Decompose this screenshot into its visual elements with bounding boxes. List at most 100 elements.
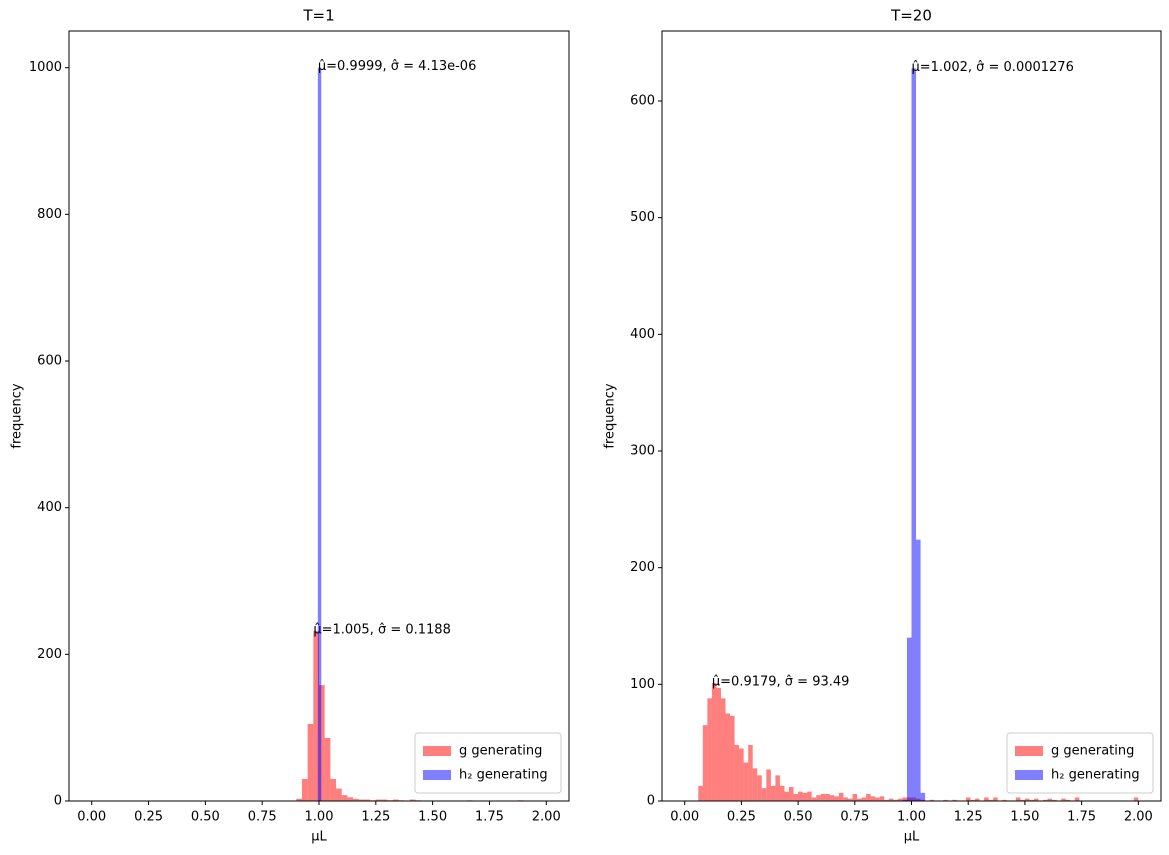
histogram-bar (1052, 799, 1057, 801)
histogram-bar (820, 794, 826, 801)
histogram-bar (1029, 799, 1034, 801)
x-tick-label: 1.50 (418, 810, 447, 825)
histogram-bar (716, 687, 721, 801)
subplot: μ̂=0.9179, σ̂ = 93.49 μ̂=1.002, σ̂ = 0.00… (603, 7, 1162, 845)
histogram-bar (707, 698, 712, 801)
histogram-bar (793, 794, 799, 801)
x-tick-label: 0.50 (784, 810, 813, 825)
histogram-bar (725, 713, 731, 801)
y-tick-label: 200 (37, 647, 62, 662)
y-tick-label: 1000 (29, 60, 62, 75)
histogram-bar (993, 797, 998, 801)
legend-swatch (423, 770, 451, 780)
x-tick-label: 0.25 (134, 810, 163, 825)
histogram-bar (829, 795, 835, 801)
histogram-bar (743, 762, 749, 801)
histogram-bar (307, 724, 314, 801)
histogram-bar (1024, 798, 1030, 801)
histogram-bar (825, 794, 830, 801)
histogram-bar (317, 67, 322, 801)
histogram-bar (965, 797, 971, 801)
histogram-bar (1033, 798, 1039, 801)
histogram-bar (852, 794, 858, 801)
histogram-bar (779, 785, 785, 801)
histogram-bar (766, 769, 771, 801)
histogram-bar (834, 796, 839, 801)
y-tick-label: 400 (630, 327, 655, 342)
histogram-bar (897, 798, 903, 801)
legend-swatch (423, 746, 451, 756)
histogram-bar (296, 798, 302, 801)
histogram-bar (313, 630, 319, 801)
histogram-bar (381, 799, 388, 801)
x-tick-label: 1.25 (954, 810, 983, 825)
x-tick-label: 0.75 (840, 810, 869, 825)
y-tick-label: 200 (630, 560, 655, 575)
x-axis-label: μL (904, 830, 920, 845)
y-tick-label: 600 (37, 354, 62, 369)
legend-box (1006, 732, 1154, 794)
histogram-bar (902, 799, 907, 801)
y-axis-label: frequency (10, 383, 25, 449)
y-tick-label: 500 (630, 210, 655, 225)
histogram-bar (875, 797, 880, 801)
histogram-bar (330, 779, 337, 801)
legend-box (414, 732, 562, 794)
x-tick-label: 1.00 (897, 810, 926, 825)
annotation: μ̂=1.005, σ̂ = 0.1188 (313, 622, 451, 637)
histogram-bar (347, 797, 354, 801)
histogram-bar (1074, 797, 1080, 801)
histogram-bar (789, 787, 794, 801)
histogram-bar (866, 794, 871, 801)
y-axis-label: frequency (603, 383, 618, 449)
histogram-bar (1020, 799, 1025, 801)
histogram-bar (975, 798, 980, 801)
histogram-bar (375, 799, 382, 801)
legend-swatch (1015, 746, 1043, 756)
histogram-bar (984, 797, 989, 801)
histogram-bar (711, 683, 717, 801)
histogram-bar (884, 799, 889, 801)
histogram-bar (843, 797, 848, 801)
x-axis-label: μL (311, 830, 327, 845)
histogram-bar (811, 797, 817, 801)
histogram-bar (392, 799, 399, 801)
x-tick-label: 0.50 (191, 810, 220, 825)
histogram-bar (943, 799, 948, 801)
histogram-bar (748, 745, 753, 801)
legend-label: g generating (459, 744, 542, 759)
histogram-bar (798, 791, 803, 801)
histogram-bar (1047, 798, 1053, 801)
histogram-bar (879, 796, 885, 801)
histogram-bar (734, 745, 740, 801)
histogram-bar (341, 795, 348, 801)
histogram-bar (988, 799, 994, 801)
x-tick-label: 1.75 (475, 810, 504, 825)
histogram-bar (770, 785, 776, 801)
histogram-bar (861, 797, 867, 801)
histogram-bar (757, 775, 762, 801)
histogram-bar (911, 68, 917, 802)
histogram-bar (847, 798, 853, 801)
histogram-bar (888, 798, 894, 801)
histogram-bar (761, 788, 767, 801)
histogram-bar (857, 798, 862, 801)
annotation: μ̂=1.002, σ̂ = 0.0001276 (912, 60, 1074, 75)
histogram-bar (916, 539, 921, 801)
y-tick-label: 300 (630, 444, 655, 459)
histogram-bar (807, 791, 812, 801)
y-tick-label: 600 (630, 94, 655, 109)
histogram-bar (319, 685, 325, 801)
x-tick-label: 2.00 (1124, 810, 1153, 825)
histogram-bar (952, 799, 957, 801)
histogram-bar (929, 799, 935, 801)
x-tick-label: 0.00 (77, 810, 106, 825)
histogram-bar (775, 775, 780, 801)
histogram-bar (358, 799, 365, 801)
histogram-bar (1065, 799, 1071, 801)
chart-title: T=1 (302, 7, 334, 25)
histogram-bar (893, 799, 898, 801)
legend-label: h₂ generating (459, 768, 548, 783)
x-tick-label: 1.75 (1067, 810, 1096, 825)
